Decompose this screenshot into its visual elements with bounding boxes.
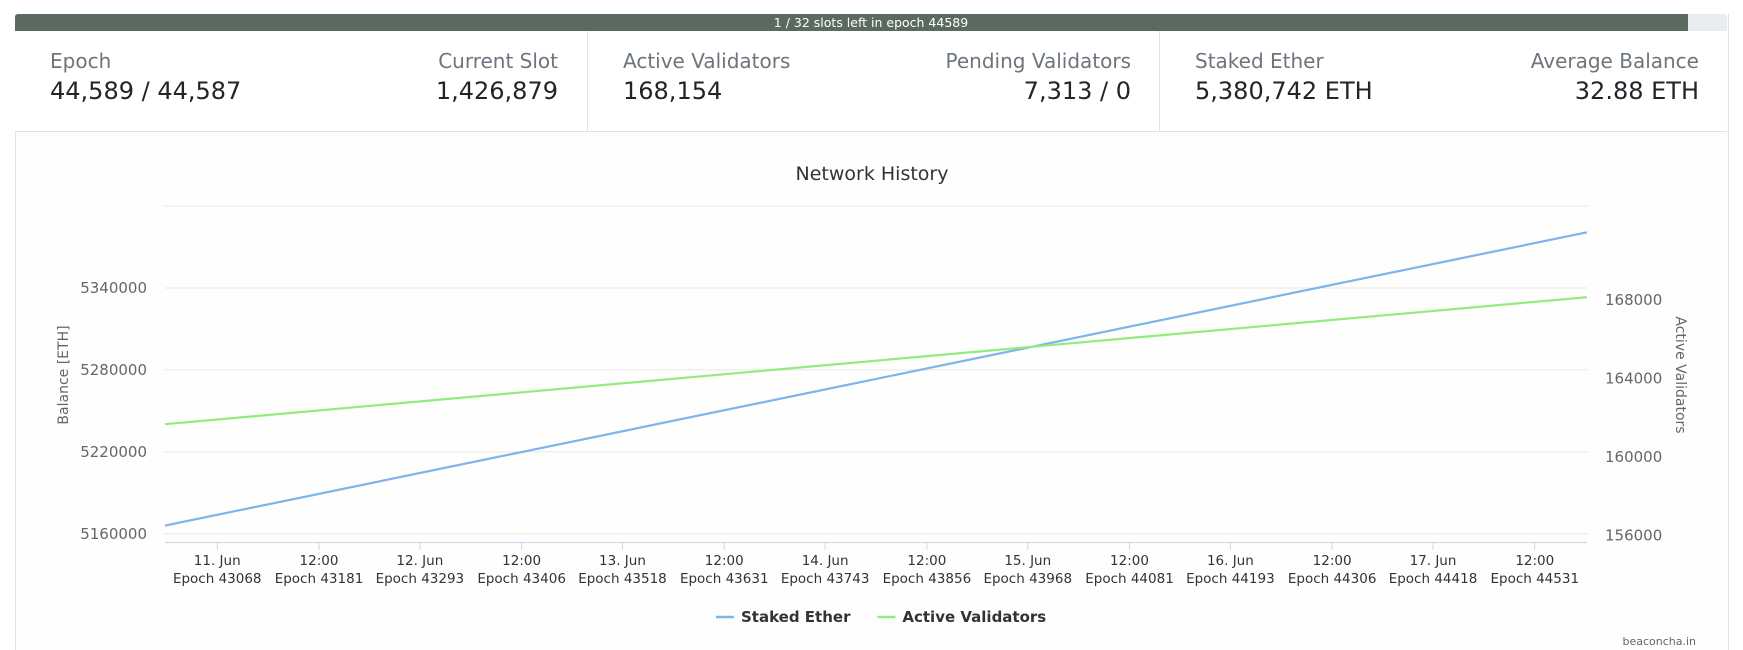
y-left-tick-label: 5220000	[80, 443, 147, 461]
stat-average-balance: Average Balance 32.88 ETH	[1531, 48, 1699, 107]
stat-group-epoch: Epoch 44,589 / 44,587 Current Slot 1,426…	[15, 31, 587, 131]
x-tick-label-epoch: Epoch 43068	[173, 571, 262, 587]
stat-label: Pending Validators	[945, 49, 1131, 73]
stat-label: Epoch	[50, 49, 112, 73]
stat-active-validators: Active Validators 168,154	[623, 48, 790, 107]
series-line-staked-ether	[164, 231, 1588, 527]
x-tick-label-epoch: Epoch 43968	[983, 571, 1072, 587]
x-tick-label-epoch: Epoch 43743	[781, 571, 870, 587]
x-tick-label-date: 13. Jun	[599, 553, 646, 569]
x-tick-label-date: 12:00	[907, 553, 946, 569]
legend-item-label: Staked Ether	[741, 608, 851, 626]
x-tick-label-date: 12:00	[502, 553, 541, 569]
credit-link[interactable]: beaconcha.in	[1622, 635, 1696, 648]
y-right-tick-label: 160000	[1605, 448, 1662, 466]
x-tick-label-epoch: Epoch 43856	[883, 571, 972, 587]
x-tick-label-epoch: Epoch 43181	[275, 571, 364, 587]
x-tick-label-date: 12:00	[1313, 553, 1352, 569]
x-tick-label-epoch: Epoch 44418	[1389, 571, 1478, 587]
series-line-active-validators	[164, 296, 1588, 426]
stat-group-validators: Active Validators 168,154 Pending Valida…	[587, 31, 1160, 131]
x-tick-label-epoch: Epoch 43631	[680, 571, 769, 587]
stat-value: 7,313 / 0	[1023, 77, 1131, 105]
y-left-tick-label: 5280000	[80, 361, 147, 379]
x-tick-label-date: 12. Jun	[396, 553, 443, 569]
x-tick-label-date: 12:00	[1110, 553, 1149, 569]
x-tick-label-epoch: Epoch 44531	[1490, 571, 1579, 587]
x-tick-label-date: 16. Jun	[1207, 553, 1254, 569]
network-stats-panel: Epoch 44,589 / 44,587 Current Slot 1,426…	[15, 31, 1727, 132]
stat-label: Current Slot	[438, 49, 558, 73]
x-tick-label-epoch: Epoch 43406	[477, 571, 566, 587]
y-right-axis-title: Active Validators	[1672, 316, 1688, 433]
stat-value: 5,380,742 ETH	[1195, 77, 1373, 105]
stat-value: 168,154	[623, 77, 723, 105]
x-tick-label-date: 12:00	[705, 553, 744, 569]
x-tick-label-date: 15. Jun	[1004, 553, 1051, 569]
x-tick-label-date: 11. Jun	[194, 553, 241, 569]
stat-value: 1,426,879	[435, 77, 558, 105]
stat-value: 44,589 / 44,587	[50, 77, 242, 105]
x-tick-label-date: 17. Jun	[1410, 553, 1457, 569]
y-right-tick-label: 168000	[1605, 291, 1662, 309]
y-right-tick-label: 164000	[1605, 370, 1662, 388]
x-tick-label-date: 12:00	[300, 553, 339, 569]
epoch-progress-text: 1 / 32 slots left in epoch 44589	[773, 15, 969, 30]
y-left-tick-label: 5340000	[80, 279, 147, 297]
x-tick-label-date: 12:00	[1515, 553, 1554, 569]
stat-group-ether: Staked Ether 5,380,742 ETH Average Balan…	[1159, 31, 1728, 131]
stat-value: 32.88 ETH	[1574, 77, 1699, 105]
x-tick-label-epoch: Epoch 44193	[1186, 571, 1275, 587]
x-tick-label-epoch: Epoch 43518	[578, 571, 667, 587]
epoch-progress-fill	[15, 14, 1688, 31]
stat-pending-validators: Pending Validators 7,313 / 0	[946, 48, 1131, 107]
y-left-axis-title: Balance [ETH]	[56, 325, 72, 424]
chart-title: Network History	[796, 163, 949, 185]
epoch-progress-bar: 1 / 32 slots left in epoch 44589	[15, 14, 1727, 31]
y-right-tick-label: 156000	[1605, 527, 1662, 545]
x-tick-label-date: 14. Jun	[802, 553, 849, 569]
stat-label: Active Validators	[623, 49, 791, 73]
stat-current-slot: Current Slot 1,426,879	[436, 48, 558, 107]
legend-item-label: Active Validators	[902, 608, 1046, 626]
x-tick-label-epoch: Epoch 44081	[1085, 571, 1174, 587]
stat-label: Average Balance	[1530, 49, 1699, 73]
y-left-tick-label: 5160000	[80, 525, 147, 543]
x-tick-label-epoch: Epoch 43293	[376, 571, 465, 587]
stat-epoch: Epoch 44,589 / 44,587	[50, 48, 241, 107]
stat-staked-ether: Staked Ether 5,380,742 ETH	[1195, 48, 1373, 107]
stat-label: Staked Ether	[1195, 49, 1324, 73]
x-tick-label-epoch: Epoch 44306	[1288, 571, 1377, 587]
